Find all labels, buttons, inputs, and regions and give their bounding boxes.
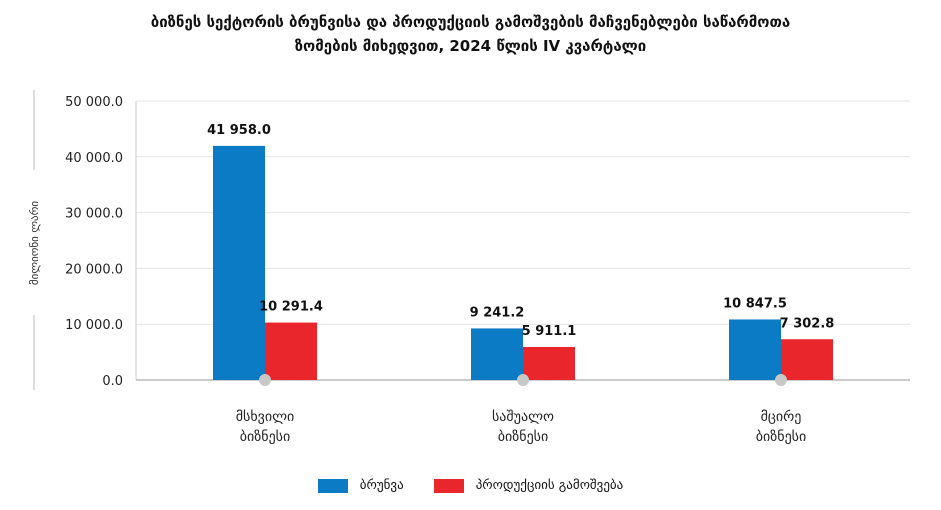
y-axis-title: მილიონი ლარი (28, 201, 41, 285)
chart-title-line-2: ზომების მიხედვით, 2024 წლის IV კვარტალი (294, 37, 647, 55)
category-marker (775, 374, 787, 386)
legend-item-production: პროდუქციის გამოშვება (433, 478, 624, 493)
legend-item-turnover: ბრუნვა (317, 478, 404, 493)
y-tick-label: 50 000.0 (65, 95, 123, 110)
category-marker (259, 374, 271, 386)
legend-swatch-turnover (317, 478, 348, 493)
data-label-turnover-1: 9 241.2 (470, 305, 525, 320)
y-tick-label: 0.0 (102, 374, 123, 389)
chart-title: ბიზნეს სექტორის ბრუნვისა და პროდუქციის გ… (0, 10, 941, 58)
bar-production-1 (523, 347, 575, 380)
bar-production-0 (265, 322, 317, 380)
category-label-2: ბიზნესი (756, 429, 806, 445)
legend-swatch-production (433, 478, 464, 493)
bar-turnover-0 (213, 145, 265, 380)
data-label-production-0: 10 291.4 (259, 300, 323, 315)
y-tick-label: 20 000.0 (65, 262, 123, 277)
y-tick-label: 40 000.0 (65, 151, 123, 166)
data-label-turnover-0: 41 958.0 (207, 123, 271, 138)
category-label-1: ბიზნესი (498, 429, 548, 445)
category-label-0: მსხვილი (236, 409, 295, 425)
category-label-2: მცირე (761, 408, 802, 425)
data-label-turnover-2: 10 847.5 (723, 296, 787, 311)
category-label-0: ბიზნესი (240, 429, 290, 445)
data-label-production-2: 7 302.8 (780, 316, 835, 331)
category-marker (517, 374, 529, 386)
legend-label-turnover: ბრუნვა (359, 478, 404, 493)
chart-title-line-1: ბიზნეს სექტორის ბრუნვისა და პროდუქციის გ… (150, 13, 791, 31)
y-tick-label: 10 000.0 (65, 318, 123, 333)
bar-chart: მილიონი ლარი 0.0 10 000.0 20 000.0 30 000.0 4… (28, 90, 910, 445)
y-tick-label: 30 000.0 (65, 207, 123, 222)
category-label-1: საშუალო (492, 409, 554, 425)
legend-label-production: პროდუქციის გამოშვება (475, 478, 624, 493)
legend: ბრუნვა პროდუქციის გამოშვება (0, 478, 941, 493)
bar-production-2 (781, 339, 833, 380)
bar-turnover-1 (471, 328, 523, 380)
data-label-production-1: 5 911.1 (522, 324, 577, 339)
bar-turnover-2 (729, 319, 781, 380)
